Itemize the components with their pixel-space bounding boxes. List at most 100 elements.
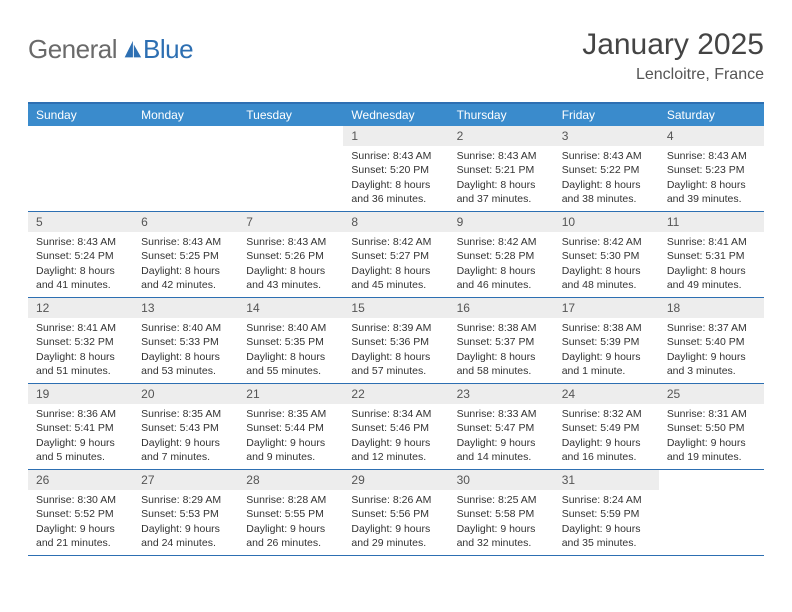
day-cell: 13Sunrise: 8:40 AMSunset: 5:33 PMDayligh… [133,298,238,384]
day-number: 28 [238,470,343,490]
sunrise-line: Sunrise: 8:30 AM [36,493,125,507]
day-body: Sunrise: 8:42 AMSunset: 5:30 PMDaylight:… [554,232,659,296]
sunrise-line: Sunrise: 8:41 AM [667,235,756,249]
day-number: 15 [343,298,448,318]
weekday-header: Saturday [659,104,764,126]
weekday-header: Friday [554,104,659,126]
sunrise-line: Sunrise: 8:43 AM [351,149,440,163]
day-number: 18 [659,298,764,318]
day-body: Sunrise: 8:43 AMSunset: 5:22 PMDaylight:… [554,146,659,210]
day-number: 11 [659,212,764,232]
daylight-line: Daylight: 8 hours and 36 minutes. [351,178,440,206]
day-number: 29 [343,470,448,490]
day-body: Sunrise: 8:41 AMSunset: 5:32 PMDaylight:… [28,318,133,382]
sunrise-line: Sunrise: 8:33 AM [457,407,546,421]
day-number: 14 [238,298,343,318]
sunrise-line: Sunrise: 8:24 AM [562,493,651,507]
day-body: Sunrise: 8:26 AMSunset: 5:56 PMDaylight:… [343,490,448,554]
sunset-line: Sunset: 5:41 PM [36,421,125,435]
sunset-line: Sunset: 5:50 PM [667,421,756,435]
day-body: Sunrise: 8:29 AMSunset: 5:53 PMDaylight:… [133,490,238,554]
day-cell: 18Sunrise: 8:37 AMSunset: 5:40 PMDayligh… [659,298,764,384]
day-number: 25 [659,384,764,404]
day-body: Sunrise: 8:38 AMSunset: 5:37 PMDaylight:… [449,318,554,382]
day-number: 17 [554,298,659,318]
daylight-line: Daylight: 9 hours and 5 minutes. [36,436,125,464]
logo-sail-icon [121,39,143,61]
daylight-line: Daylight: 8 hours and 38 minutes. [562,178,651,206]
day-cell: 28Sunrise: 8:28 AMSunset: 5:55 PMDayligh… [238,470,343,556]
day-cell: 15Sunrise: 8:39 AMSunset: 5:36 PMDayligh… [343,298,448,384]
day-cell: 16Sunrise: 8:38 AMSunset: 5:37 PMDayligh… [449,298,554,384]
weekday-header: Sunday [28,104,133,126]
day-number: 10 [554,212,659,232]
sunset-line: Sunset: 5:58 PM [457,507,546,521]
day-cell: 12Sunrise: 8:41 AMSunset: 5:32 PMDayligh… [28,298,133,384]
sunset-line: Sunset: 5:46 PM [351,421,440,435]
sunset-line: Sunset: 5:35 PM [246,335,335,349]
day-number: 31 [554,470,659,490]
day-body: Sunrise: 8:34 AMSunset: 5:46 PMDaylight:… [343,404,448,468]
day-cell: 23Sunrise: 8:33 AMSunset: 5:47 PMDayligh… [449,384,554,470]
day-body: Sunrise: 8:31 AMSunset: 5:50 PMDaylight:… [659,404,764,468]
sunset-line: Sunset: 5:40 PM [667,335,756,349]
day-body: Sunrise: 8:43 AMSunset: 5:23 PMDaylight:… [659,146,764,210]
daylight-line: Daylight: 9 hours and 26 minutes. [246,522,335,550]
logo: General Blue [28,28,193,65]
sunrise-line: Sunrise: 8:41 AM [36,321,125,335]
sunset-line: Sunset: 5:43 PM [141,421,230,435]
day-cell: 8Sunrise: 8:42 AMSunset: 5:27 PMDaylight… [343,212,448,298]
calendar-grid: SundayMondayTuesdayWednesdayThursdayFrid… [28,102,764,556]
sunrise-line: Sunrise: 8:35 AM [141,407,230,421]
sunset-line: Sunset: 5:27 PM [351,249,440,263]
logo-text-blue: Blue [143,34,193,65]
sunrise-line: Sunrise: 8:39 AM [351,321,440,335]
daylight-line: Daylight: 8 hours and 42 minutes. [141,264,230,292]
empty-cell [238,126,343,212]
day-number: 8 [343,212,448,232]
daylight-line: Daylight: 8 hours and 53 minutes. [141,350,230,378]
day-body: Sunrise: 8:37 AMSunset: 5:40 PMDaylight:… [659,318,764,382]
daylight-line: Daylight: 8 hours and 39 minutes. [667,178,756,206]
sunset-line: Sunset: 5:21 PM [457,163,546,177]
day-cell: 20Sunrise: 8:35 AMSunset: 5:43 PMDayligh… [133,384,238,470]
day-number: 3 [554,126,659,146]
day-number: 4 [659,126,764,146]
sunrise-line: Sunrise: 8:32 AM [562,407,651,421]
sunrise-line: Sunrise: 8:43 AM [246,235,335,249]
day-cell: 14Sunrise: 8:40 AMSunset: 5:35 PMDayligh… [238,298,343,384]
sunset-line: Sunset: 5:26 PM [246,249,335,263]
sunrise-line: Sunrise: 8:40 AM [246,321,335,335]
daylight-line: Daylight: 9 hours and 12 minutes. [351,436,440,464]
sunrise-line: Sunrise: 8:26 AM [351,493,440,507]
day-cell: 2Sunrise: 8:43 AMSunset: 5:21 PMDaylight… [449,126,554,212]
sunset-line: Sunset: 5:33 PM [141,335,230,349]
day-cell: 5Sunrise: 8:43 AMSunset: 5:24 PMDaylight… [28,212,133,298]
day-cell: 10Sunrise: 8:42 AMSunset: 5:30 PMDayligh… [554,212,659,298]
weekday-header: Thursday [449,104,554,126]
weekday-header: Tuesday [238,104,343,126]
day-body: Sunrise: 8:38 AMSunset: 5:39 PMDaylight:… [554,318,659,382]
day-body: Sunrise: 8:43 AMSunset: 5:21 PMDaylight:… [449,146,554,210]
day-number: 1 [343,126,448,146]
day-body: Sunrise: 8:39 AMSunset: 5:36 PMDaylight:… [343,318,448,382]
day-body: Sunrise: 8:36 AMSunset: 5:41 PMDaylight:… [28,404,133,468]
day-body: Sunrise: 8:42 AMSunset: 5:28 PMDaylight:… [449,232,554,296]
day-cell: 11Sunrise: 8:41 AMSunset: 5:31 PMDayligh… [659,212,764,298]
daylight-line: Daylight: 8 hours and 45 minutes. [351,264,440,292]
day-body: Sunrise: 8:32 AMSunset: 5:49 PMDaylight:… [554,404,659,468]
day-cell: 9Sunrise: 8:42 AMSunset: 5:28 PMDaylight… [449,212,554,298]
daylight-line: Daylight: 9 hours and 29 minutes. [351,522,440,550]
logo-text-general: General [28,34,117,65]
sunrise-line: Sunrise: 8:38 AM [457,321,546,335]
daylight-line: Daylight: 8 hours and 46 minutes. [457,264,546,292]
sunset-line: Sunset: 5:30 PM [562,249,651,263]
sunset-line: Sunset: 5:20 PM [351,163,440,177]
day-cell: 25Sunrise: 8:31 AMSunset: 5:50 PMDayligh… [659,384,764,470]
sunrise-line: Sunrise: 8:43 AM [36,235,125,249]
day-number: 12 [28,298,133,318]
day-number: 22 [343,384,448,404]
day-number: 30 [449,470,554,490]
daylight-line: Daylight: 8 hours and 37 minutes. [457,178,546,206]
sunrise-line: Sunrise: 8:31 AM [667,407,756,421]
